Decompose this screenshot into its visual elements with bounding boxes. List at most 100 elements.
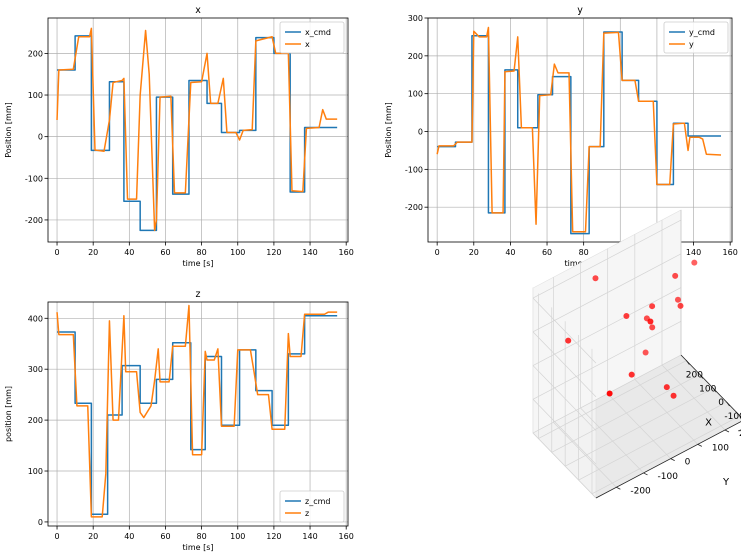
z-gridline (532, 297, 597, 364)
x-tick-label: 120 (266, 248, 281, 257)
y-tick-label: 0 (685, 458, 691, 468)
x-tick-label: -200 (738, 426, 741, 436)
y-tick-label: -100 (405, 165, 423, 174)
y-gridline (661, 364, 726, 431)
y-tick-label: 100 (28, 91, 43, 100)
scatter-point (672, 272, 679, 279)
x-axis-line (595, 421, 741, 499)
y-tick-label: 200 (28, 416, 43, 425)
y-tick-label: 200 (739, 429, 741, 439)
series-group (436, 26, 722, 235)
z-gridline (532, 331, 597, 398)
x-axis-label: time [s] (182, 543, 213, 552)
x-tick-label: 100 (230, 248, 245, 257)
scatter-point (649, 324, 656, 331)
legend-label-y: y (689, 40, 694, 49)
y-position-plot: 020406080100120140160-200-1000100200300y… (384, 5, 738, 268)
x-tick-label: 20 (88, 248, 98, 257)
series-group (56, 27, 338, 232)
x-tick-mark (712, 387, 717, 393)
axes-frame (47, 17, 349, 243)
z-gridline (532, 287, 682, 366)
x_cmd-series-line (57, 35, 338, 232)
y-tick-mark (643, 472, 648, 476)
y-gridline (553, 422, 617, 488)
x-tick-label: 140 (302, 248, 317, 257)
scatter-point (628, 371, 635, 378)
x-gridline (591, 415, 741, 495)
x-tick-label: 0 (718, 398, 724, 408)
y-tick-label: 200 (408, 52, 423, 61)
x-tick-mark (686, 360, 690, 365)
z-gridline (532, 219, 682, 299)
x-tick-label: 60 (160, 532, 170, 541)
y-axis-label: Position [mm] (4, 102, 13, 158)
z-series-line (56, 304, 338, 518)
y-tick-label: -200 (405, 203, 423, 212)
y-axis-line (680, 354, 741, 418)
y-tick-label: 400 (28, 314, 43, 323)
x-tick-label: 0 (54, 248, 59, 257)
x-tick-label: 160 (339, 248, 354, 257)
legend-label-x: x (305, 40, 310, 49)
z-gridline (532, 365, 597, 431)
y-tick-label: 200 (28, 49, 43, 58)
x-tick-label: 80 (197, 532, 207, 541)
z-gridline (532, 253, 682, 333)
xyz-3d-scatter-plot: -200-1000100200X-200-1000100200Y01002003… (532, 209, 741, 499)
y-tick-label: 100 (408, 90, 423, 99)
x-tick-label: 40 (124, 248, 134, 257)
x-tick-label: 200 (686, 371, 703, 381)
x-tick-label: 60 (160, 248, 170, 257)
scatter-point (642, 349, 649, 356)
scatter-point (663, 384, 670, 391)
z-gridline (532, 320, 682, 400)
x-tick-label: 0 (54, 532, 59, 541)
scatter-point (592, 275, 599, 282)
y-tick-label: -100 (658, 472, 679, 482)
scatter-point (649, 303, 656, 310)
y-tick-label: 100 (712, 443, 729, 453)
x-tick-label: 20 (88, 532, 98, 541)
y-tick-label: 0 (38, 518, 43, 527)
y-gridline (580, 407, 644, 474)
y-tick-label: 0 (418, 128, 423, 137)
x-tick-label: 40 (124, 532, 134, 541)
x-tick-label: 20 (469, 248, 479, 257)
z-gridline (532, 399, 597, 465)
x-tick-label: 80 (579, 248, 589, 257)
y-tick-label: -100 (25, 174, 43, 183)
y-axis-label: Position [mm] (384, 102, 393, 158)
axes-frame (47, 301, 349, 527)
x-tick-label: 0 (435, 248, 440, 257)
x-tick-mark (699, 374, 704, 379)
x-axis-label: time [s] (182, 259, 213, 268)
y-tick-label: 300 (28, 365, 43, 374)
chart-title: y (577, 5, 583, 16)
scatter-point (691, 259, 698, 266)
chart-title: x (195, 5, 201, 16)
y-tick-mark (724, 429, 730, 433)
legend-box (279, 21, 345, 54)
x-tick-label: 160 (723, 248, 738, 257)
x-tick-label: 120 (266, 532, 281, 541)
x-gridline (565, 387, 714, 467)
legend-label-y_cmd: y_cmd (689, 28, 715, 37)
y-series-line (436, 26, 722, 233)
y_cmd-series-line (437, 31, 722, 235)
y-tick-label: 300 (408, 14, 423, 23)
y-tick-mark (697, 443, 703, 447)
x-gridline (551, 374, 700, 453)
x-tick-label: 160 (339, 532, 354, 541)
axes-frame (427, 17, 733, 243)
x-tick-mark (726, 401, 730, 407)
x-axis-label: X (705, 418, 712, 429)
scatter-point (643, 315, 650, 322)
x-series-line (56, 27, 338, 232)
y-gridline (607, 393, 671, 459)
legend-box (663, 21, 729, 54)
y-gridline (634, 379, 699, 445)
y-tick-label: 100 (28, 467, 43, 476)
